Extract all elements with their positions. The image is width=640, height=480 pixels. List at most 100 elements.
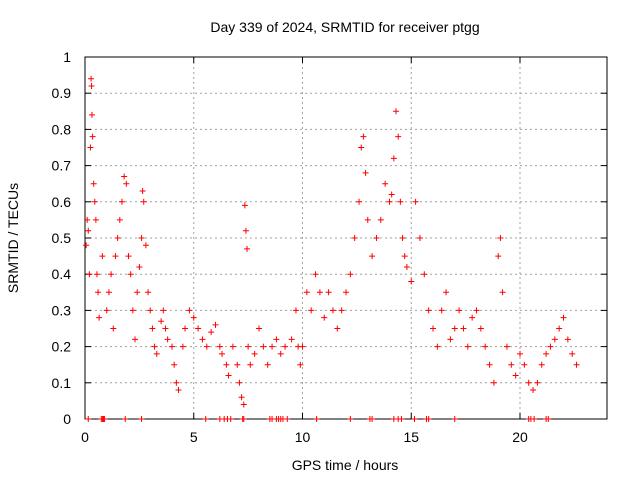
data-point [478,326,484,332]
data-point [382,181,388,187]
data-point [500,289,506,295]
data-point [117,217,123,223]
data-point [154,351,160,357]
data-point [99,253,105,259]
data-point [360,134,366,140]
data-point [91,181,97,187]
y-tick-label: 0.9 [52,85,72,101]
data-point [434,344,440,350]
data-point [543,351,549,357]
data-point [89,83,95,89]
data-point [208,329,214,335]
data-point [130,307,136,313]
data-point [191,315,197,321]
data-point [223,362,229,368]
data-point [400,235,406,241]
data-point [230,344,236,350]
data-point [534,380,540,386]
data-point [491,380,497,386]
data-point [245,344,251,350]
data-point [239,394,245,400]
data-point [426,307,432,313]
data-point [136,264,142,270]
data-point [126,253,132,259]
data-point [195,326,201,332]
data-point-zero [241,416,247,422]
data-point-zero [531,416,537,422]
data-point [417,235,423,241]
data-point [90,134,96,140]
data-point [378,217,384,223]
data-point [547,344,553,350]
x-tick-label: 20 [512,429,528,445]
data-point [330,307,336,313]
data-point [365,217,371,223]
data-point [169,344,175,350]
data-point [421,271,427,277]
data-point [347,271,353,277]
data-point [282,344,288,350]
data-point [182,326,188,332]
data-point [408,278,414,284]
data-point [539,362,545,368]
data-point [139,235,145,241]
data-point [474,307,480,313]
data-point [186,307,192,313]
data-point [278,351,284,357]
data-point [402,253,408,259]
data-point [145,289,151,295]
chart-title: Day 339 of 2024, SRMTID for receiver ptg… [210,19,479,35]
data-point-zero [122,416,128,422]
tick-labels: 00.10.20.30.40.50.60.70.80.910 5 10 15 20 [52,49,528,445]
data-point [213,322,219,328]
data-point [108,271,114,277]
data-point [289,336,295,342]
data-point [160,307,166,313]
data-point [352,235,358,241]
data-point [526,380,532,386]
data-point [404,264,410,270]
data-point [363,170,369,176]
data-point [158,318,164,324]
data-point [234,362,240,368]
data-point [104,307,110,313]
data-point [469,315,475,321]
data-point [513,373,519,379]
data-point [387,199,393,205]
data-point [180,344,186,350]
data-point-zero [228,416,234,422]
data-point [93,217,99,223]
data-point [561,315,567,321]
x-tick-label: 5 [190,429,198,445]
data-point [391,155,397,161]
data-point [123,181,129,187]
data-point [356,199,362,205]
data-point-zero [284,416,290,422]
data-point [244,246,250,252]
data-point [260,344,266,350]
data-point [300,344,306,350]
y-tick-label: 1 [63,49,71,65]
data-point [89,112,95,118]
data-point [92,199,98,205]
data-point [85,228,91,234]
data-point [574,362,580,368]
data-point [115,235,121,241]
data-point-zero [412,416,418,422]
data-point [313,271,319,277]
data-point [112,253,118,259]
data-point-zero [347,416,353,422]
data-point [217,344,223,350]
data-point [397,199,403,205]
data-point [497,235,503,241]
data-point [460,326,466,332]
data-point [530,387,536,393]
data-point [219,351,225,357]
data-point-zero [314,416,320,422]
data-point [358,145,364,151]
data-point [171,362,177,368]
y-tick-label: 0.1 [52,375,72,391]
data-point [389,192,395,198]
y-tick-label: 0.8 [52,121,72,137]
data-point [204,344,210,350]
